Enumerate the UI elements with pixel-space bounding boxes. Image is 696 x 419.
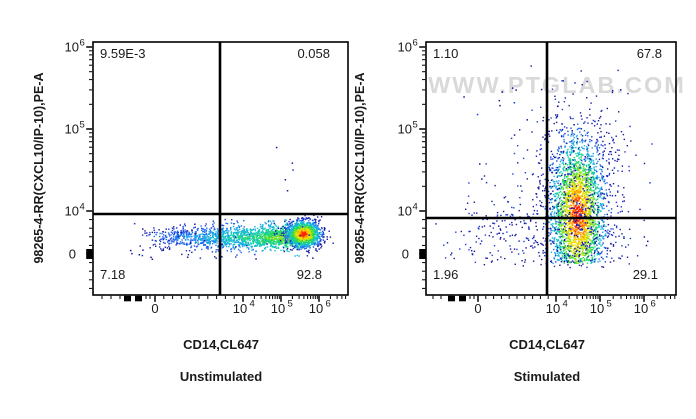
x-axis-label-unstimulated: CD14,CL647	[183, 337, 259, 352]
quadrant-stat-upper-right-unstimulated: 0.058	[297, 46, 330, 61]
quadrant-stat-upper-left-unstimulated: 9.59E-3	[100, 46, 146, 61]
quadrant-stat-upper-left-stimulated: 1.10	[433, 46, 459, 61]
svg-text:0: 0	[151, 301, 158, 316]
svg-text:5: 5	[288, 299, 293, 310]
x-axis-label-stimulated: CD14,CL647	[509, 337, 585, 352]
svg-text:4: 4	[250, 299, 255, 310]
svg-text:10: 10	[65, 204, 79, 219]
y-axis-label-unstimulated: 98265-4-RR(CXCL10/IP-10),PE-A	[32, 72, 46, 264]
quadrant-stat-lower-left-unstimulated: 7.18	[100, 267, 126, 282]
svg-text:6: 6	[80, 38, 85, 49]
svg-text:5: 5	[80, 120, 85, 131]
svg-text:10: 10	[271, 301, 285, 316]
quadrant-stat-lower-right-stimulated: 29.1	[632, 267, 658, 282]
svg-text:0: 0	[69, 247, 76, 262]
svg-text:6: 6	[326, 299, 331, 310]
svg-text:10: 10	[309, 301, 323, 316]
y-axis-label-stimulated: 98265-4-RR(CXCL10/IP-10),PE-A	[353, 72, 367, 264]
quadrant-stat-lower-right-unstimulated: 92.8	[296, 267, 322, 282]
quadrant-stat-upper-right-stimulated: 67.8	[636, 46, 662, 61]
svg-text:10: 10	[233, 301, 247, 316]
panel-title-stimulated: Stimulated	[513, 369, 581, 384]
panel-title-unstimulated: Unstimulated	[179, 369, 263, 384]
quadrant-stat-lower-left-stimulated: 1.96	[433, 267, 459, 282]
svg-text:10: 10	[65, 122, 79, 137]
svg-text:10: 10	[65, 40, 79, 55]
watermark-text: WWW.PTGLAB.COM	[428, 72, 686, 98]
svg-text:4: 4	[80, 202, 85, 213]
